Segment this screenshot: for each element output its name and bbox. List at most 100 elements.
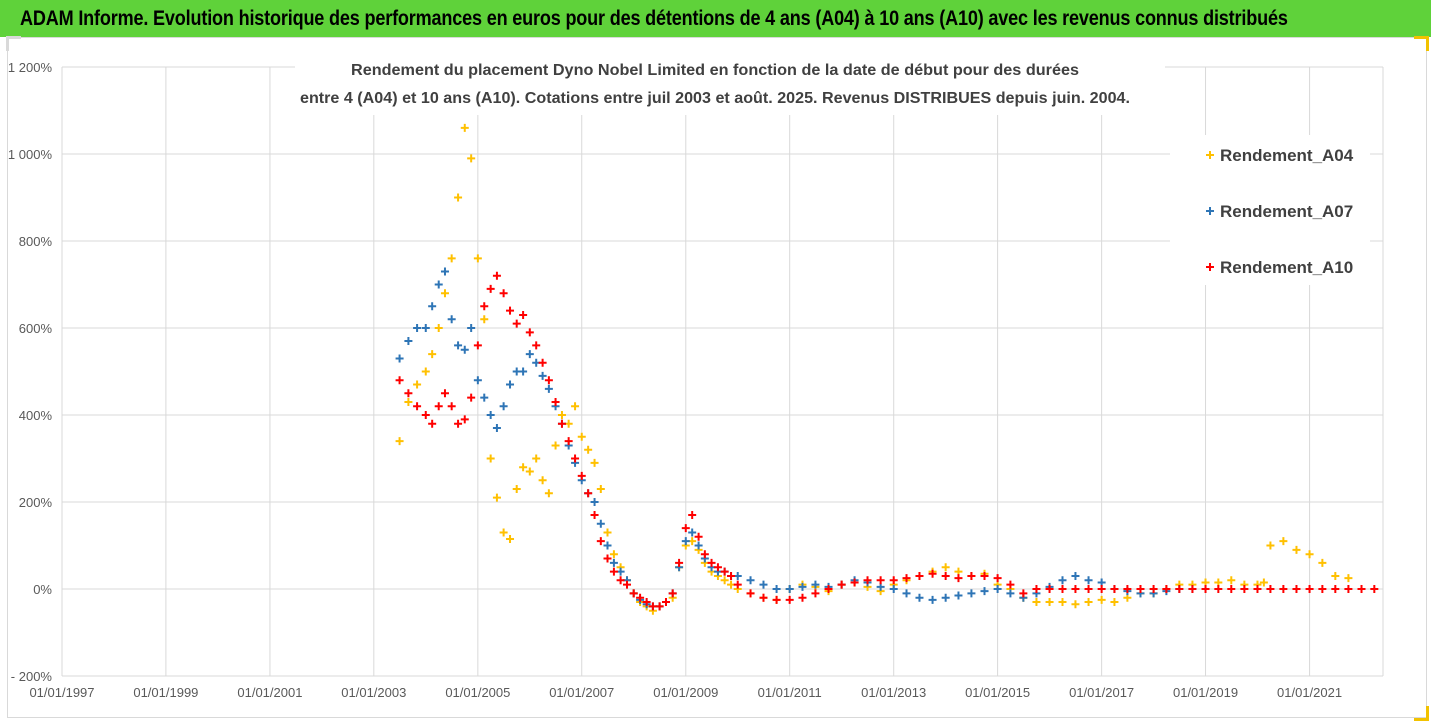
legend-marker	[1206, 263, 1214, 271]
data-point	[668, 589, 677, 598]
data-point	[447, 254, 456, 263]
data-point	[1032, 585, 1041, 593]
data-point	[1259, 578, 1268, 587]
data-point	[413, 324, 422, 332]
data-point	[662, 598, 670, 607]
chart-frame	[7, 37, 1427, 718]
y-tick-label: 1 000%	[8, 147, 53, 162]
data-point	[1279, 585, 1288, 593]
data-point	[519, 463, 528, 472]
data-point	[486, 411, 495, 419]
data-point	[1149, 585, 1158, 593]
chart-title-background	[295, 53, 1165, 115]
data-point	[609, 550, 618, 559]
data-point	[727, 580, 736, 589]
data-point	[1318, 585, 1327, 593]
data-point	[460, 345, 469, 354]
chart-title-line-2: entre 4 (A04) et 10 ans (A10). Cotations…	[300, 90, 1130, 107]
data-point	[681, 524, 690, 533]
data-point	[1240, 585, 1249, 593]
data-point	[492, 493, 501, 502]
data-point	[694, 541, 703, 550]
data-point	[623, 580, 632, 589]
data-point	[1058, 576, 1067, 585]
x-tick-label: 01/01/2013	[861, 685, 926, 700]
data-point	[603, 541, 612, 550]
legend-label: Rendement_A07	[1220, 202, 1353, 221]
data-point	[980, 587, 989, 596]
data-point	[434, 402, 443, 411]
series-Rendement_A07	[395, 267, 1197, 611]
data-point	[1253, 585, 1262, 593]
data-point	[629, 589, 638, 598]
data-point	[395, 354, 404, 363]
data-point	[1071, 600, 1080, 609]
frame-corner-top-left	[6, 36, 21, 51]
data-point	[772, 585, 781, 593]
data-point	[480, 393, 489, 402]
data-point	[675, 558, 684, 567]
data-point	[967, 589, 976, 598]
data-point	[1136, 585, 1145, 593]
data-point	[811, 580, 820, 589]
data-point	[428, 302, 437, 311]
data-point	[785, 585, 794, 593]
x-tick-label: 01/01/2009	[653, 685, 718, 700]
data-point	[486, 284, 495, 293]
data-point	[798, 593, 807, 602]
data-point	[733, 571, 742, 580]
data-point	[467, 154, 476, 163]
data-point	[590, 498, 599, 506]
data-point	[454, 193, 463, 202]
data-point	[928, 595, 937, 604]
data-point	[519, 367, 528, 376]
data-point	[571, 454, 580, 463]
data-point	[538, 371, 547, 380]
data-point	[1019, 589, 1028, 598]
data-point	[538, 358, 547, 367]
data-point	[720, 576, 729, 585]
data-point	[421, 367, 430, 376]
frame-corner-top-right	[1414, 36, 1429, 51]
data-point	[421, 324, 430, 332]
data-point	[1084, 585, 1093, 593]
data-point	[811, 589, 820, 598]
data-point	[889, 576, 898, 585]
data-point	[1032, 598, 1041, 607]
legend-marker	[1206, 207, 1214, 215]
data-point	[616, 567, 625, 576]
data-point	[1331, 585, 1340, 593]
data-point	[413, 380, 422, 389]
data-point	[902, 589, 911, 598]
data-point	[720, 567, 729, 576]
data-point	[440, 267, 449, 276]
data-point	[564, 419, 573, 428]
data-point	[746, 589, 755, 598]
data-point	[1279, 537, 1288, 546]
x-tick-label: 01/01/2019	[1173, 685, 1238, 700]
x-tick-label: 01/01/2017	[1069, 685, 1134, 700]
data-point	[1227, 585, 1236, 593]
data-point	[700, 550, 709, 559]
data-point	[1188, 585, 1197, 593]
data-point	[1045, 585, 1054, 593]
data-point	[590, 458, 599, 467]
data-point	[544, 489, 553, 498]
data-point	[480, 315, 489, 324]
data-point	[1331, 571, 1340, 580]
y-tick-label: 200%	[19, 495, 53, 510]
data-point	[915, 571, 924, 580]
data-point	[746, 576, 755, 585]
data-point	[532, 454, 541, 463]
data-point	[642, 598, 651, 607]
series-Rendement_A10	[395, 271, 1379, 611]
data-point	[993, 574, 1002, 583]
data-point	[460, 415, 469, 424]
data-point	[1162, 585, 1171, 593]
data-point	[492, 271, 501, 280]
data-point	[447, 315, 456, 324]
data-point	[428, 419, 437, 428]
data-point	[551, 397, 560, 406]
data-point	[1344, 585, 1353, 593]
data-point	[1071, 585, 1080, 593]
